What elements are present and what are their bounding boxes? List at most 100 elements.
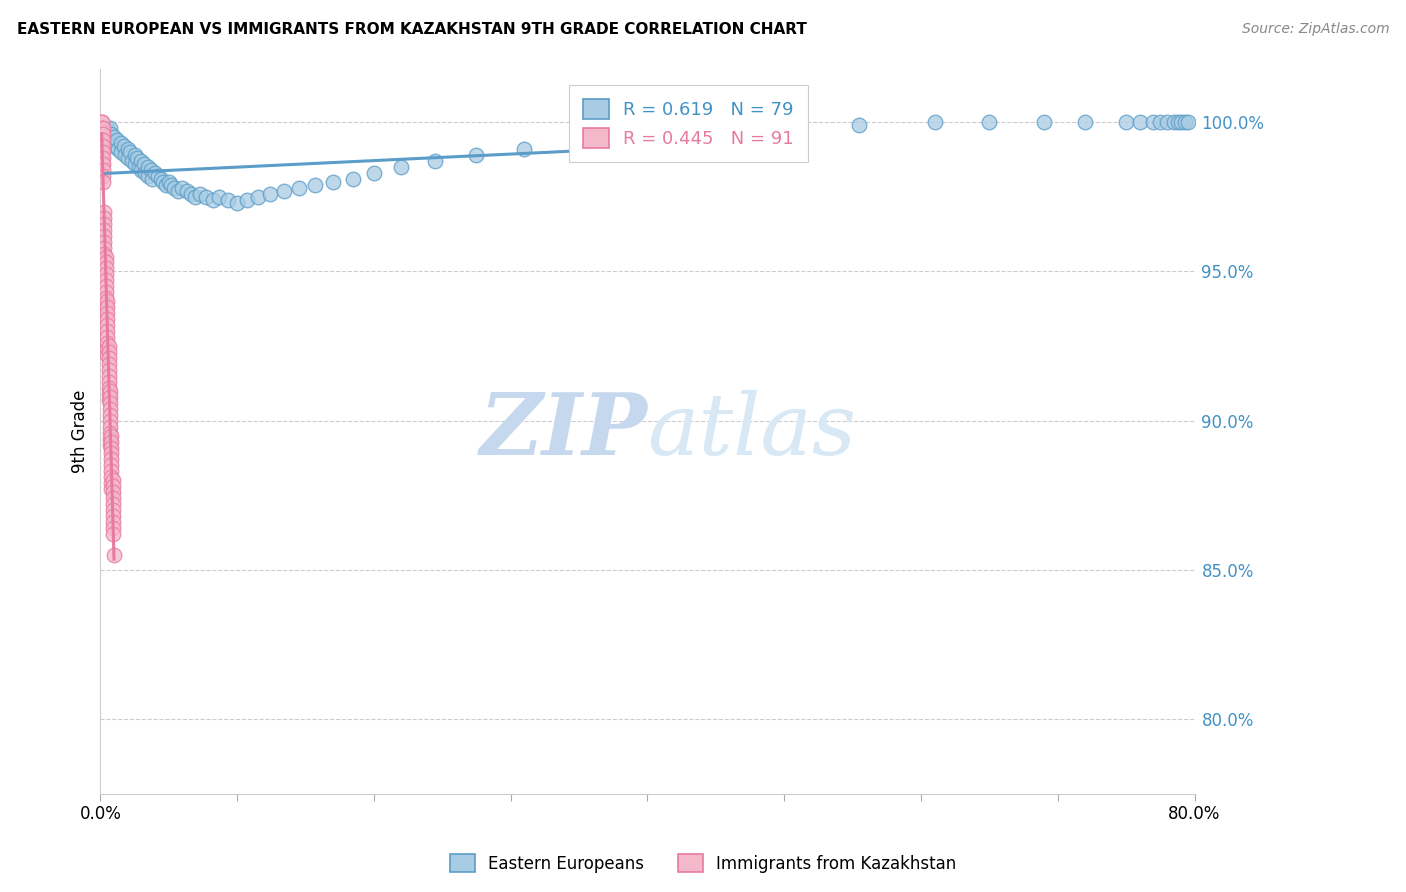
Point [136, 169, 159, 183]
Point [96, 324, 118, 338]
Point [120, 145, 142, 159]
Point [94, 255, 117, 269]
Point [100, 464, 122, 478]
Point [90, 157, 112, 171]
Point [91, 133, 114, 147]
Point [163, 181, 186, 195]
Point [146, 169, 169, 183]
Point [1142, 115, 1164, 129]
Point [90, 133, 112, 147]
Point [97, 363, 120, 377]
Point [226, 195, 249, 210]
Point [194, 190, 217, 204]
Point [273, 184, 295, 198]
Point [94, 250, 117, 264]
Point [121, 154, 143, 169]
Point [287, 181, 309, 195]
Point [117, 142, 139, 156]
Point [93, 241, 115, 255]
Text: atlas: atlas [647, 390, 856, 473]
Point [100, 446, 122, 460]
Point [91, 151, 114, 165]
Legend: R = 0.619   N = 79, R = 0.445   N = 91: R = 0.619 N = 79, R = 0.445 N = 91 [569, 85, 808, 162]
Point [1074, 115, 1097, 129]
Point [100, 441, 122, 455]
Point [94, 303, 117, 318]
Point [112, 139, 135, 153]
Point [101, 479, 124, 493]
Point [101, 515, 124, 529]
Point [96, 318, 118, 333]
Point [136, 160, 159, 174]
Point [97, 345, 120, 359]
Point [131, 154, 153, 169]
Point [1170, 115, 1192, 129]
Point [97, 351, 120, 365]
Point [246, 190, 269, 204]
Point [93, 246, 115, 260]
Point [90, 139, 112, 153]
Point [97, 386, 120, 401]
Point [91, 121, 114, 136]
Point [134, 166, 156, 180]
Point [96, 336, 118, 351]
Point [90, 151, 112, 165]
Point [167, 184, 190, 198]
Point [127, 151, 149, 165]
Point [217, 193, 239, 207]
Point [134, 157, 156, 171]
Point [101, 473, 124, 487]
Point [100, 452, 122, 467]
Point [101, 491, 124, 506]
Point [94, 297, 117, 311]
Point [101, 527, 124, 541]
Point [94, 268, 117, 282]
Point [100, 127, 122, 141]
Point [924, 115, 946, 129]
Point [93, 222, 115, 236]
Y-axis label: 9th Grade: 9th Grade [72, 390, 89, 473]
Point [91, 157, 114, 171]
Point [1129, 115, 1152, 129]
Point [100, 428, 122, 442]
Point [90, 145, 112, 159]
Point [101, 521, 124, 535]
Point [98, 437, 121, 451]
Point [363, 166, 385, 180]
Point [1174, 115, 1197, 129]
Point [91, 139, 114, 153]
Point [96, 130, 118, 145]
Point [101, 509, 124, 524]
Point [103, 139, 125, 153]
Point [100, 458, 122, 473]
Point [201, 193, 224, 207]
Point [160, 178, 183, 192]
Text: Source: ZipAtlas.com: Source: ZipAtlas.com [1241, 22, 1389, 37]
Point [96, 348, 118, 362]
Point [188, 186, 211, 201]
Point [103, 130, 125, 145]
Text: EASTERN EUROPEAN VS IMMIGRANTS FROM KAZAKHSTAN 9TH GRADE CORRELATION CHART: EASTERN EUROPEAN VS IMMIGRANTS FROM KAZA… [17, 22, 807, 37]
Point [342, 172, 364, 186]
Point [98, 425, 121, 440]
Point [96, 306, 118, 320]
Point [94, 261, 117, 276]
Point [93, 235, 115, 249]
Point [773, 121, 796, 136]
Point [697, 124, 720, 138]
Point [90, 121, 112, 136]
Point [322, 175, 344, 189]
Text: ZIP: ZIP [479, 389, 647, 473]
Point [235, 193, 257, 207]
Point [96, 342, 118, 356]
Point [425, 154, 447, 169]
Point [90, 115, 112, 129]
Point [97, 375, 120, 389]
Point [143, 166, 166, 180]
Point [94, 279, 117, 293]
Point [183, 190, 205, 204]
Point [98, 390, 121, 404]
Point [93, 217, 115, 231]
Point [110, 145, 132, 159]
Point [93, 228, 115, 243]
